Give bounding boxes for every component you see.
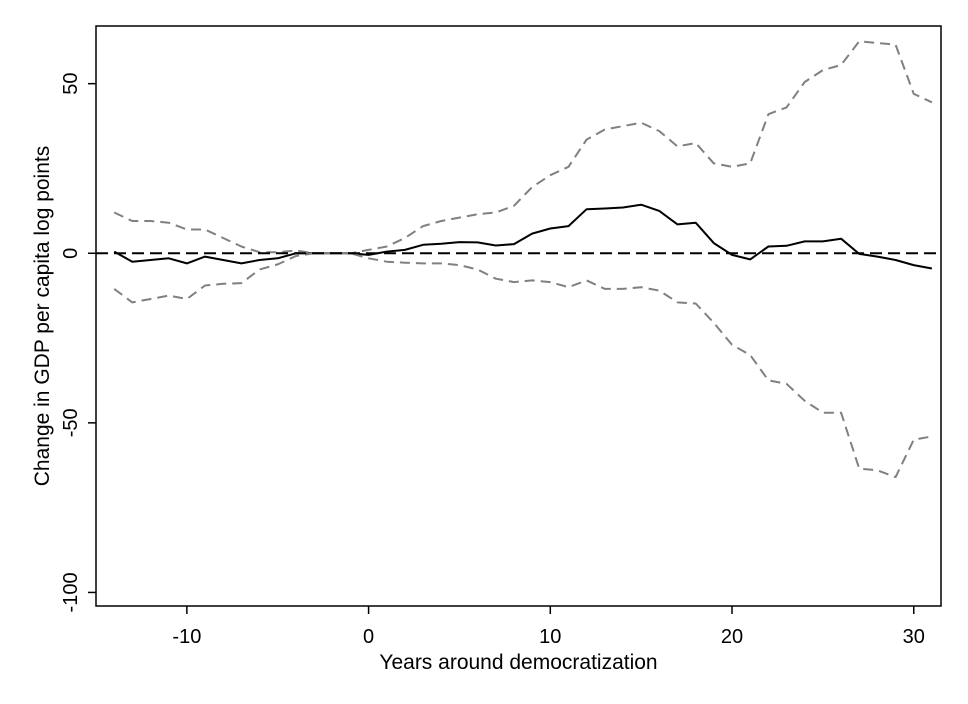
x-tick-label: -10 [172,626,201,648]
series-layer [113,40,933,479]
x-axis: -10 0 10 20 30 [172,606,925,648]
x-tick-label: 30 [903,626,925,648]
x-tick-label: 10 [539,626,561,648]
upper-confidence-band-line [113,40,933,255]
x-tick-label: 0 [363,626,374,648]
y-tick-label: 0 [60,248,82,259]
lower-confidence-band-line [113,252,933,479]
y-axis-title: Change in GDP per capita log points [31,146,54,487]
x-tick-label: 20 [721,626,743,648]
y-axis: -100 -50 0 50 [60,73,96,612]
y-tick-label: -100 [60,572,82,612]
y-tick-label: 50 [60,73,82,95]
x-axis-title: Years around democratization [379,651,657,674]
point-estimate-line [113,203,933,270]
plot-area-frame [95,25,942,607]
y-tick-label: -50 [60,408,82,437]
